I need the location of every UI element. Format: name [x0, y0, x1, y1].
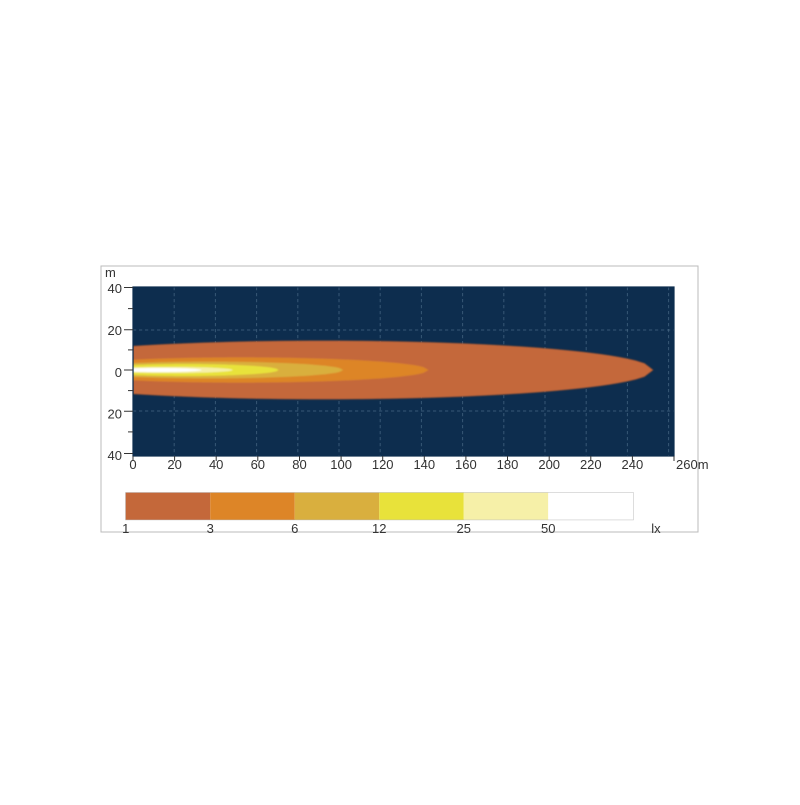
svg-text:3: 3	[207, 521, 214, 536]
svg-text:0: 0	[115, 365, 122, 380]
svg-text:40: 40	[108, 281, 122, 296]
svg-text:40: 40	[108, 448, 122, 463]
svg-text:260m: 260m	[676, 457, 709, 472]
svg-text:lx: lx	[651, 521, 661, 536]
svg-text:20: 20	[108, 323, 122, 338]
svg-text:6: 6	[291, 521, 298, 536]
svg-text:m: m	[105, 265, 116, 280]
svg-text:20: 20	[108, 407, 122, 422]
svg-text:1: 1	[122, 521, 129, 536]
svg-text:12: 12	[372, 521, 386, 536]
svg-text:25: 25	[457, 521, 471, 536]
svg-text:50: 50	[541, 521, 555, 536]
